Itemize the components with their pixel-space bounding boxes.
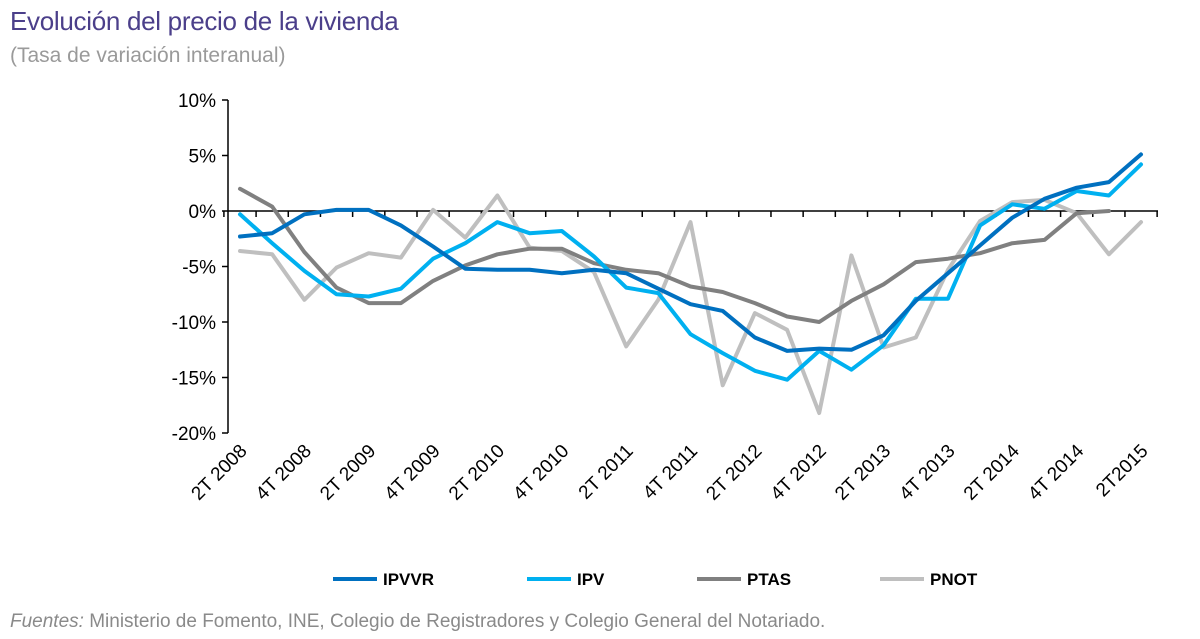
source-text: Ministerio de Fomento, INE, Colegio de R… — [83, 611, 826, 632]
x-tick-label: 4T 2013 — [896, 441, 960, 505]
y-tick-label: -15% — [172, 369, 216, 390]
x-tick-label: 2T 2011 — [575, 441, 638, 504]
x-tick-label: 2T 2009 — [316, 441, 380, 505]
x-tick-label: 4T 2010 — [509, 441, 573, 505]
y-tick-label: 0% — [189, 202, 217, 223]
x-tick-label: 2T 2012 — [702, 441, 766, 505]
x-tick-label: 4T 2011 — [639, 441, 702, 504]
x-tick-label: 2T 2010 — [445, 441, 509, 505]
x-tick-label: 2T2015 — [1092, 441, 1152, 501]
legend-label-ipv: IPV — [577, 570, 605, 589]
x-tick-label: 4T 2008 — [252, 441, 316, 505]
y-tick-label: -5% — [182, 258, 216, 279]
y-tick-label: -20% — [172, 424, 216, 445]
y-tick-label: 10% — [178, 91, 216, 112]
x-tick-label: 2T 2008 — [188, 441, 252, 505]
legend-label-ptas: PTAS — [747, 570, 791, 589]
legend-label-ipvvr: IPVVR — [383, 570, 434, 589]
series-line-ipvvr — [238, 152, 1143, 353]
series-line-ptas — [238, 186, 1111, 324]
x-tick-label: 4T 2009 — [381, 441, 445, 505]
x-tick-label: 2T 2013 — [831, 441, 895, 505]
source-note: Fuentes: Ministerio de Fomento, INE, Col… — [10, 611, 825, 633]
source-label: Fuentes: — [10, 611, 84, 632]
x-tick-label: 4T 2012 — [767, 441, 831, 505]
y-tick-label: -10% — [172, 313, 216, 334]
y-tick-label: 5% — [189, 147, 217, 168]
chart-title: Evolución del precio de la vivienda — [10, 6, 399, 36]
x-tick-label: 4T 2014 — [1024, 440, 1088, 504]
legend-label-pnot: PNOT — [930, 570, 978, 589]
chart-subtitle: (Tasa de variación interanual) — [10, 44, 286, 67]
series-line-ipv — [238, 162, 1143, 382]
x-tick-label: 2T 2014 — [960, 440, 1024, 504]
series-line-pnot — [238, 193, 1143, 415]
